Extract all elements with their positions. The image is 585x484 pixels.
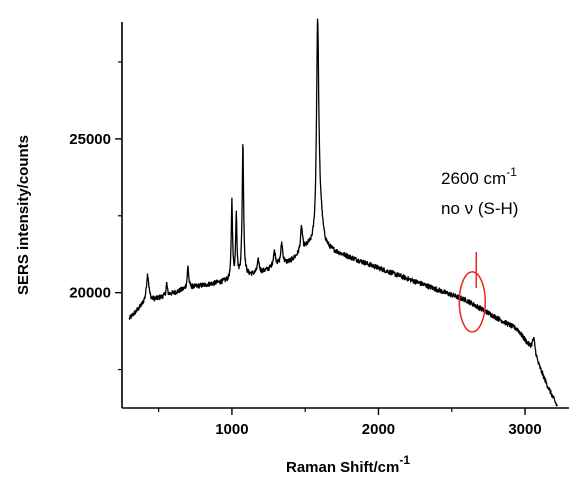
y-tick-label: 25000 — [69, 131, 111, 148]
ticks — [115, 61, 526, 415]
x-tick-label: 1000 — [215, 421, 248, 438]
annotation-line2: no ν (S-H) — [441, 199, 518, 218]
x-tick-label: 3000 — [508, 421, 541, 438]
axes — [121, 22, 569, 409]
x-tick-label: 2000 — [362, 421, 395, 438]
tick-labels: 1000 2000 3000 20000 25000 — [69, 131, 541, 438]
annotation-line1: 2600 cm-1 — [441, 165, 517, 188]
annotation: 2600 cm-1 no ν (S-H) — [441, 165, 518, 333]
spectrum-line — [128, 18, 558, 407]
x-axis-title: Raman Shift/cm-1 — [286, 453, 410, 476]
y-tick-label: 20000 — [69, 285, 111, 302]
annotation-circle — [458, 271, 487, 333]
y-axis-title: SERS intensity/counts — [15, 135, 32, 295]
